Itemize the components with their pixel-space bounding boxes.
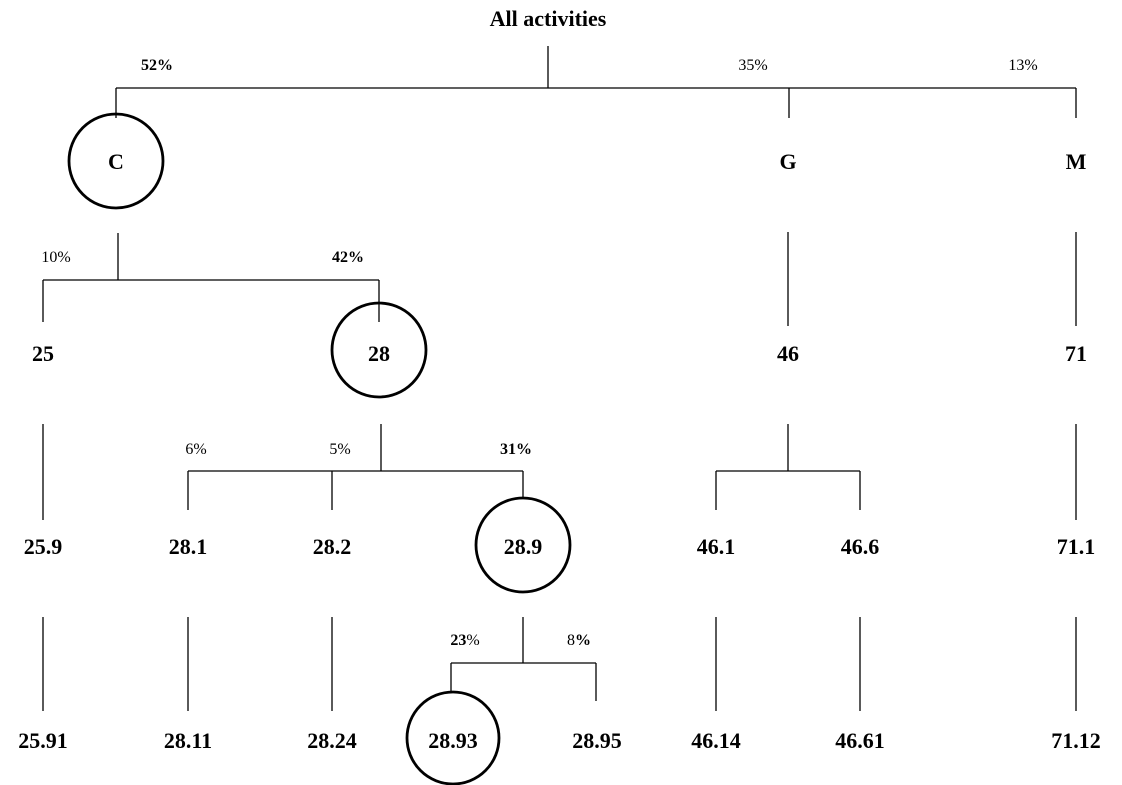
node-46-1: 46.1 [697,534,736,559]
node-28-24: 28.24 [307,728,357,753]
highlight-circle-28 [330,301,428,399]
node-25-91: 25.91 [18,728,68,753]
node-71-1: 71.1 [1057,534,1096,559]
share-label-28-9: 31% [500,441,532,458]
root-title: All activities [490,6,607,31]
highlight-circle-28-93 [405,690,501,785]
share-label-m: 13% [1008,57,1037,74]
n28-connector [187,424,524,510]
share-label-g: 35% [738,57,767,74]
highlight-circle-c [67,112,165,210]
share-label-28-1: 6% [185,441,206,458]
node-m: M [1066,149,1087,174]
share-label-28: 42% [332,249,364,266]
node-28-1: 28.1 [169,534,208,559]
node-28-2: 28.2 [313,534,352,559]
node-46: 46 [777,341,799,366]
node-71-12: 71.12 [1051,728,1101,753]
n28-9-connector [450,617,597,701]
node-g: G [779,149,796,174]
node-28-93: 28.93 [428,728,478,753]
node-25-9: 25.9 [24,534,63,559]
share-label-c: 52% [141,57,173,74]
node-46-6: 46.6 [841,534,880,559]
share-label-28-93: 23% [450,632,479,649]
node-46-14: 46.14 [691,728,741,753]
node-28-9: 28.9 [504,534,543,559]
node-28: 28 [368,341,390,366]
root-connector [115,46,1077,118]
share-label-28-95: 8% [567,632,591,649]
share-label-25: 10% [41,249,70,266]
node-28-95: 28.95 [572,728,622,753]
node-46-61: 46.61 [835,728,885,753]
node-c: C [108,149,124,174]
node-71: 71 [1065,341,1087,366]
highlight-circle-28-9 [474,496,572,594]
node-25: 25 [32,341,54,366]
n46-connector [715,424,861,510]
c-connector [42,233,380,322]
share-label-28-2: 5% [329,441,350,458]
node-28-11: 28.11 [164,728,212,753]
